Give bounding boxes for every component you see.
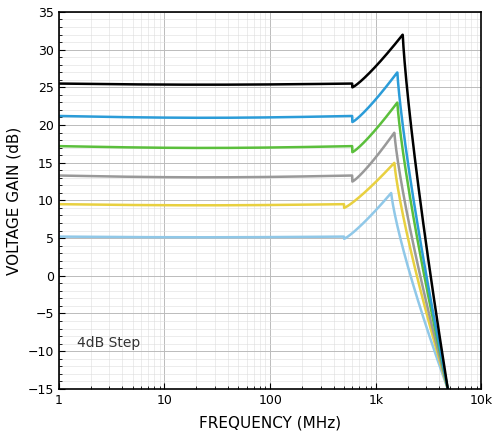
X-axis label: FREQUENCY (MHz): FREQUENCY (MHz)	[199, 415, 341, 430]
Text: 4dB Step: 4dB Step	[78, 336, 140, 350]
Y-axis label: VOLTAGE GAIN (dB): VOLTAGE GAIN (dB)	[7, 126, 22, 274]
